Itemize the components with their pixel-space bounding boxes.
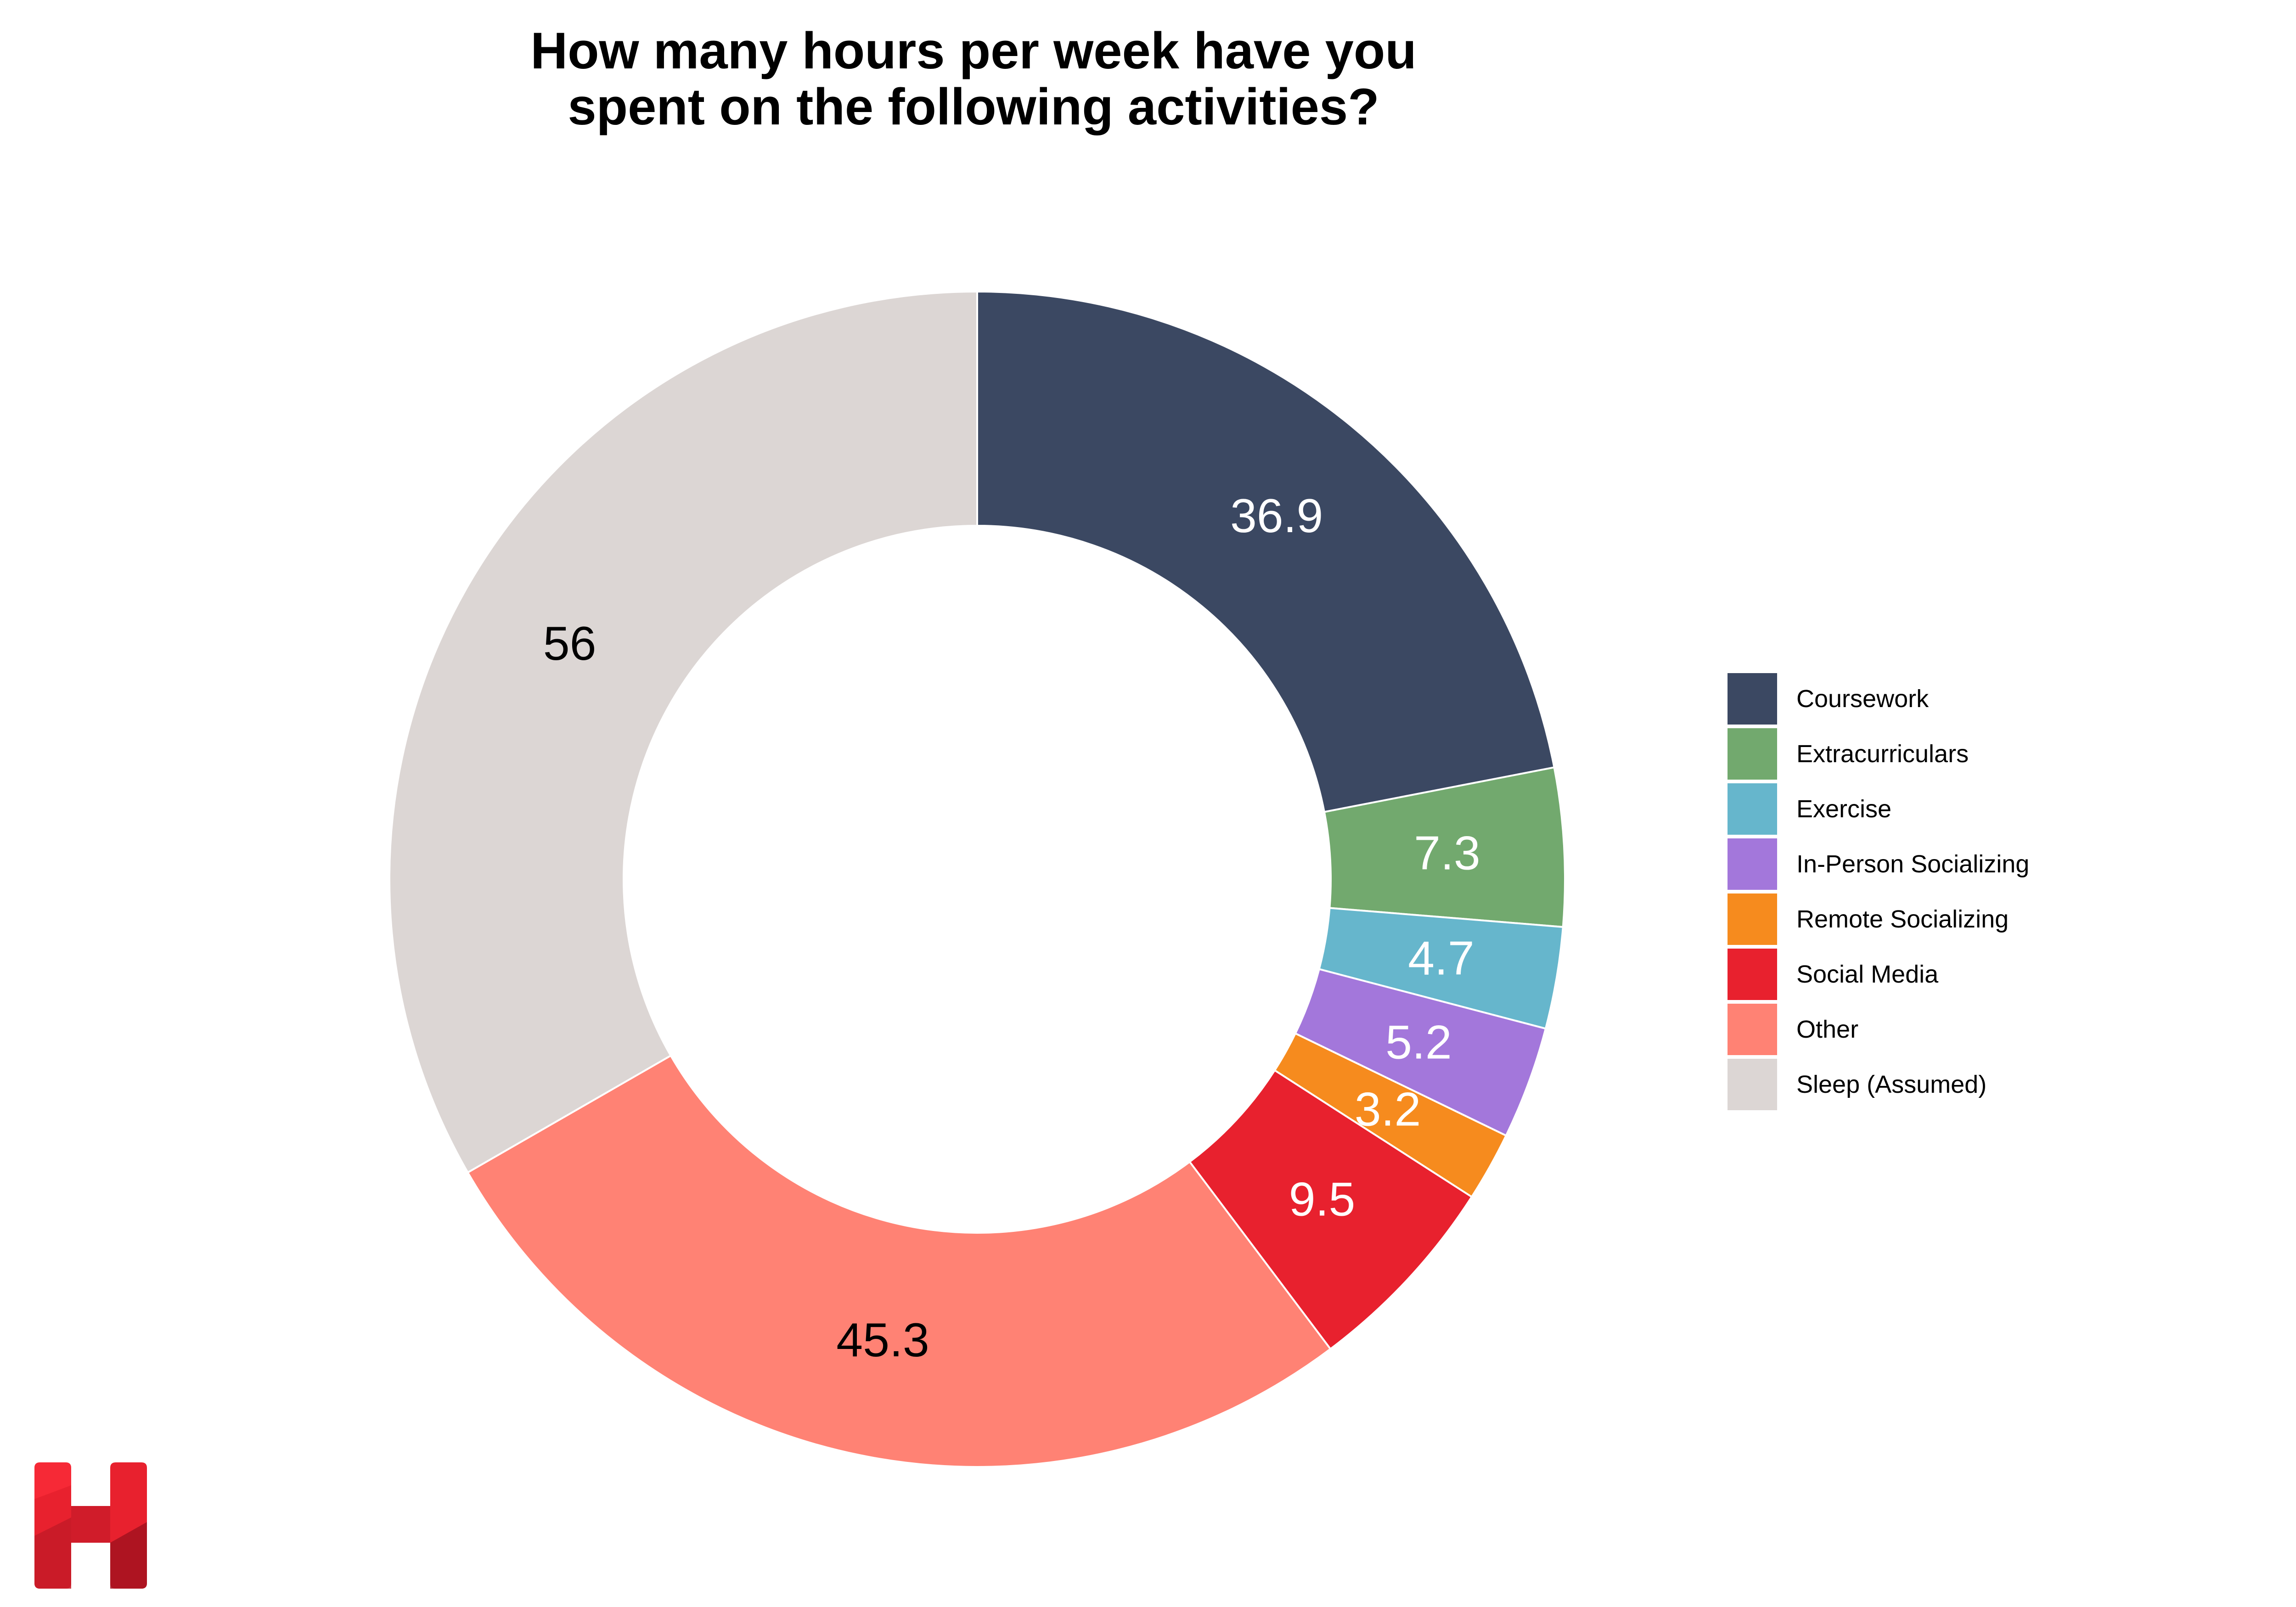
legend-item-in-person-socializing: In-Person Socializing [1728, 837, 2029, 892]
legend-swatch [1728, 783, 1777, 835]
legend-label: Social Media [1796, 961, 1939, 988]
legend-item-coursework: Coursework [1728, 671, 2029, 726]
slice-label-coursework: 36.9 [1230, 489, 1323, 543]
slice-label-social-media: 9.5 [1289, 1173, 1356, 1226]
legend-swatch [1728, 673, 1777, 725]
legend: Coursework Extracurriculars Exercise In-Per… [1728, 671, 2029, 1112]
legend-swatch [1728, 1059, 1777, 1110]
legend-swatch [1728, 838, 1777, 890]
legend-label: Exercise [1796, 795, 1892, 823]
legend-label: Extracurriculars [1796, 740, 1969, 768]
legend-label: Other [1796, 1016, 1859, 1043]
legend-label: In-Person Socializing [1796, 850, 2030, 878]
legend-item-other: Other [1728, 1002, 2029, 1057]
slice-label-remote-socializing: 3.2 [1355, 1083, 1421, 1136]
legend-label: Remote Socializing [1796, 905, 2009, 933]
chart-title-line-2: spent on the following activities? [568, 78, 1379, 135]
h-logo-icon [34, 1462, 147, 1589]
slice-label-extracurriculars: 7.3 [1414, 827, 1480, 880]
legend-swatch [1728, 949, 1777, 1000]
slice-label-exercise: 4.7 [1408, 932, 1474, 985]
legend-swatch [1728, 728, 1777, 780]
slice-label-other: 45.3 [836, 1314, 929, 1367]
legend-label: Coursework [1796, 685, 1929, 713]
legend-item-social-media: Social Media [1728, 947, 2029, 1002]
slice-coursework [976, 290, 1555, 813]
legend-swatch [1728, 893, 1777, 945]
legend-item-sleep-assumed: Sleep (Assumed) [1728, 1057, 2029, 1112]
legend-label: Sleep (Assumed) [1796, 1071, 1987, 1098]
legend-swatch [1728, 1004, 1777, 1055]
chart-title-line-1: How many hours per week have you [530, 22, 1417, 79]
legend-item-extracurriculars: Extracurriculars [1728, 726, 2029, 781]
chart-title: How many hours per week have you spent o… [193, 23, 1754, 135]
legend-item-remote-socializing: Remote Socializing [1728, 892, 2029, 947]
slice-label-in-person-socializing: 5.2 [1385, 1016, 1452, 1069]
legend-item-exercise: Exercise [1728, 781, 2029, 837]
slice-label-sleep-assumed: 56 [543, 617, 597, 670]
slice-sleep-assumed [388, 290, 978, 1174]
slice-other [466, 1054, 1332, 1468]
